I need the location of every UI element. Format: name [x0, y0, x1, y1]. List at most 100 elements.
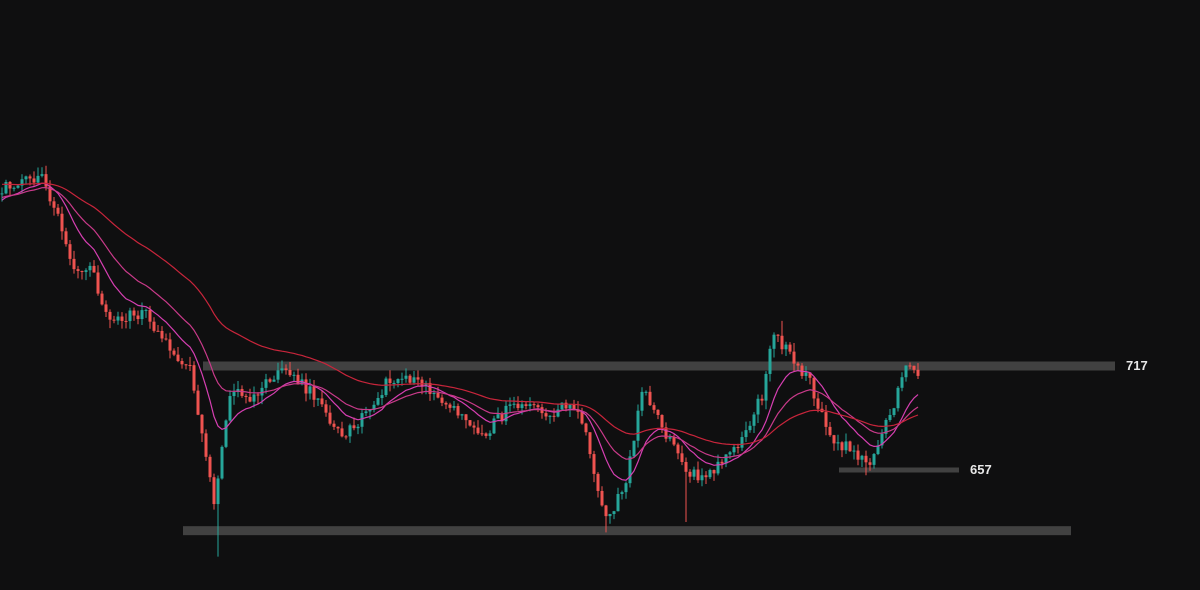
candle: [224, 419, 228, 449]
candle: [412, 370, 416, 385]
candle: [552, 408, 556, 422]
candle-body: [704, 475, 708, 478]
candle-body: [112, 319, 116, 321]
candle-body: [168, 339, 172, 351]
candle: [184, 363, 188, 370]
candle-body: [244, 395, 248, 397]
level-label-657: 657: [970, 462, 992, 477]
candlesticks: [0, 165, 920, 557]
candle: [516, 396, 520, 411]
candle: [808, 372, 812, 385]
candle-body: [68, 244, 72, 259]
candle-body: [648, 391, 652, 406]
candle: [468, 419, 472, 427]
candle-body: [36, 175, 40, 183]
candle-body: [360, 413, 364, 427]
candle: [692, 466, 696, 481]
candle-body: [160, 330, 164, 339]
candle: [584, 422, 588, 436]
candle: [0, 187, 4, 202]
candle-body: [348, 425, 352, 437]
candle: [532, 401, 536, 409]
candle: [108, 309, 112, 329]
candle-body: [612, 511, 616, 514]
candle-body: [272, 379, 276, 382]
candle: [452, 401, 456, 411]
candle-body: [404, 375, 408, 379]
candle-body: [212, 477, 216, 505]
candle: [212, 473, 216, 510]
candle: [828, 422, 832, 437]
candle: [348, 423, 352, 443]
candle: [404, 368, 408, 383]
candle-body: [476, 427, 480, 434]
candle: [356, 424, 360, 435]
candle: [84, 268, 88, 281]
candle-body: [288, 370, 292, 376]
candle-body: [872, 454, 876, 465]
candle: [360, 408, 364, 434]
candle-body: [472, 425, 476, 428]
candle: [696, 461, 700, 484]
candle: [388, 370, 392, 392]
candle-body: [880, 433, 884, 446]
candle-body: [20, 179, 24, 186]
candle-body: [816, 398, 820, 409]
candle-body: [32, 178, 36, 183]
candle-body: [740, 437, 744, 448]
candle-body: [624, 483, 628, 493]
candle-body: [776, 334, 780, 336]
candle-body: [152, 321, 156, 331]
candle-body: [728, 452, 732, 455]
candle-body: [256, 394, 260, 396]
candle-body: [552, 415, 556, 417]
candle-body: [376, 398, 380, 405]
candle: [428, 377, 432, 401]
candle-body: [412, 377, 416, 383]
candle-body: [4, 181, 8, 194]
candle: [492, 415, 496, 434]
candle-body: [12, 187, 16, 189]
candle: [648, 385, 652, 407]
candle-body: [604, 505, 608, 517]
candle: [480, 424, 484, 437]
candle: [460, 413, 464, 420]
candle: [612, 510, 616, 520]
candle: [904, 365, 908, 382]
candle: [656, 409, 660, 420]
candle-body: [544, 413, 548, 417]
candle: [24, 175, 28, 184]
candle: [792, 343, 796, 372]
candle: [732, 444, 736, 457]
candle-body: [524, 404, 528, 407]
candle-body: [548, 415, 552, 417]
candle: [836, 434, 840, 451]
candle-body: [652, 405, 656, 410]
candle: [488, 430, 492, 440]
candle: [780, 320, 784, 355]
candle: [632, 440, 636, 458]
candle-body: [248, 396, 252, 402]
candle: [328, 405, 332, 426]
candle-body: [276, 370, 280, 380]
candle-body: [664, 427, 668, 439]
candle-body: [108, 311, 112, 320]
candle-body: [628, 456, 632, 484]
candle: [324, 399, 328, 417]
candle: [56, 203, 60, 217]
candle-body: [64, 231, 68, 245]
moving-averages: [1, 182, 919, 481]
candle: [416, 370, 420, 386]
candle: [604, 504, 608, 533]
candle: [372, 400, 376, 413]
candle-body: [312, 386, 316, 400]
candle: [784, 341, 788, 357]
candle-body: [492, 418, 496, 434]
candle-body: [592, 454, 596, 474]
candle: [860, 454, 864, 467]
candle-body: [164, 338, 168, 340]
candle: [464, 414, 468, 429]
candle: [864, 450, 868, 476]
candle-body: [184, 364, 188, 366]
candle-body: [772, 334, 776, 349]
